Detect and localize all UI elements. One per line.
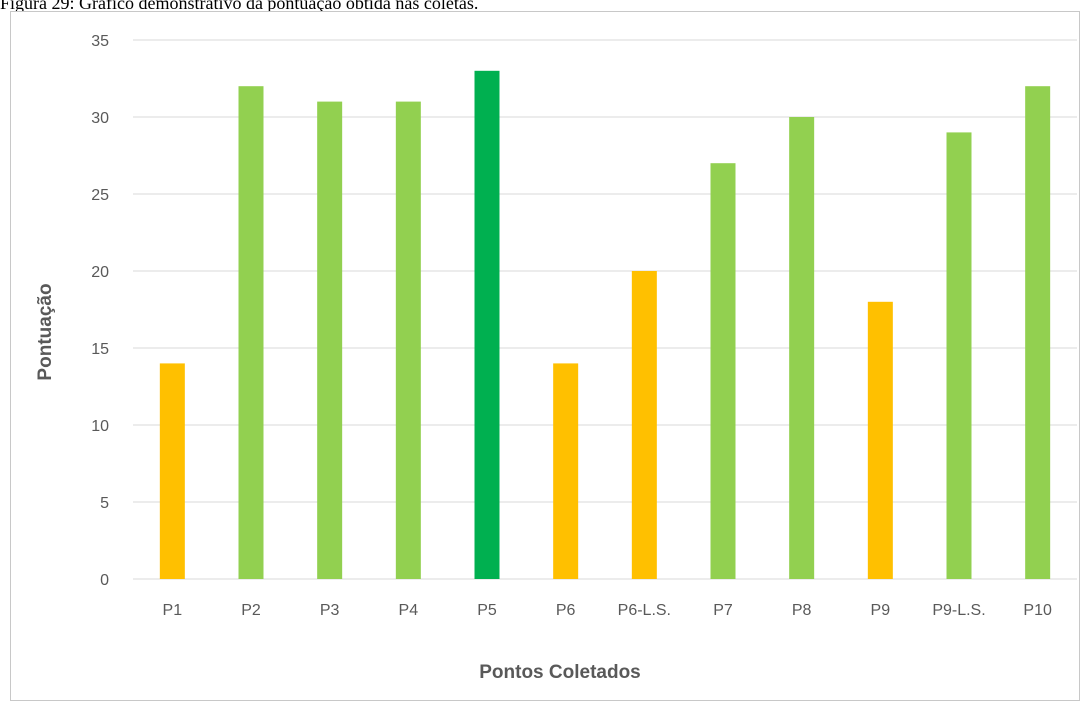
bar-chart: 0 5 10 15 20 25 30 35 P1 P2 P3 P4 P5 P6 P6-L.S. P7 P8 P9… bbox=[35, 33, 1077, 683]
x-axis-ticks: P1 P2 P3 P4 P5 P6 P6-L.S. P7 P8 P9 P9-L.S. P10 bbox=[163, 602, 1052, 619]
x-axis-title: Pontos Coletados bbox=[479, 662, 641, 683]
x-tick-label: P10 bbox=[1023, 602, 1052, 619]
x-tick-label: P7 bbox=[713, 602, 733, 619]
y-tick-label: 35 bbox=[91, 33, 109, 50]
bars bbox=[159, 70, 1051, 580]
bar-p9-l-s bbox=[946, 132, 972, 579]
x-tick-label: P6-L.S. bbox=[618, 602, 671, 619]
x-tick-label: P9-L.S. bbox=[932, 602, 985, 619]
bar-p6 bbox=[553, 363, 579, 579]
x-tick-label: P1 bbox=[163, 602, 183, 619]
x-tick-label: P4 bbox=[399, 602, 419, 619]
bar-p5 bbox=[474, 70, 500, 580]
y-tick-label: 20 bbox=[91, 264, 109, 281]
bar-p3 bbox=[317, 101, 343, 579]
x-tick-label: P9 bbox=[871, 602, 891, 619]
y-tick-label: 30 bbox=[91, 110, 109, 127]
x-tick-label: P8 bbox=[792, 602, 812, 619]
y-axis-ticks: 0 5 10 15 20 25 30 35 bbox=[91, 33, 109, 589]
y-tick-label: 10 bbox=[91, 418, 109, 435]
y-tick-label: 25 bbox=[91, 187, 109, 204]
chart-area: 0 5 10 15 20 25 30 35 P1 P2 P3 P4 P5 P6 P6-L.S. P7 P8 P9… bbox=[10, 11, 1080, 701]
x-tick-label: P3 bbox=[320, 602, 340, 619]
x-tick-label: P6 bbox=[556, 602, 576, 619]
bar-p8 bbox=[789, 117, 815, 579]
bar-p4 bbox=[395, 101, 421, 579]
x-tick-label: P5 bbox=[477, 602, 497, 619]
x-tick-label: P2 bbox=[241, 602, 261, 619]
bar-p10 bbox=[1025, 86, 1051, 579]
gridlines bbox=[133, 39, 1077, 580]
bar-p9 bbox=[867, 301, 893, 579]
y-tick-label: 5 bbox=[100, 495, 109, 512]
bar-p2 bbox=[238, 86, 264, 579]
y-axis-title: Pontuação bbox=[35, 283, 56, 380]
bar-p6-l-s bbox=[631, 271, 657, 579]
figure-caption: Figura 29: Gráfico demonstrativo da pont… bbox=[0, 0, 479, 13]
y-tick-label: 15 bbox=[91, 341, 109, 358]
y-tick-label: 0 bbox=[100, 572, 109, 589]
bar-p7 bbox=[710, 163, 736, 579]
bar-p1 bbox=[159, 363, 185, 579]
